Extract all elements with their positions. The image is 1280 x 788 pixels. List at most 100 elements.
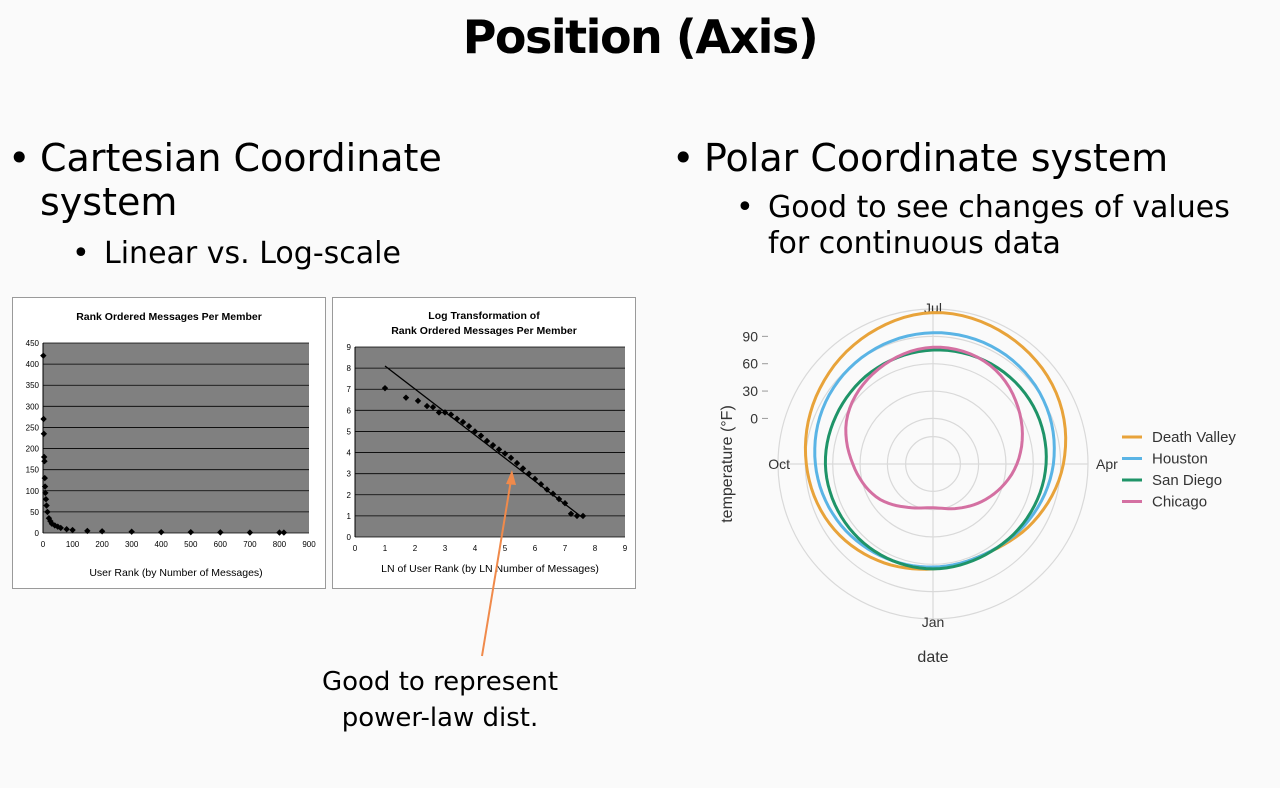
bullet-polar: Polar Coordinate system: [704, 136, 1169, 180]
data-point: [489, 441, 497, 449]
data-point: [567, 510, 575, 517]
x-tick-label: 0: [41, 540, 46, 549]
y-tick-label: 9: [347, 343, 352, 352]
data-point: [441, 409, 449, 416]
chart-linear-panel: Rank Ordered Messages Per Member 0 50 100 1…: [12, 297, 326, 589]
y-tick-label: 300: [26, 402, 40, 411]
y-tick-label: 2: [347, 491, 352, 500]
data-point: [465, 422, 473, 430]
chart-linear: Rank Ordered Messages Per Member 0 50 100 1…: [26, 311, 317, 579]
y-tick-label: 150: [26, 466, 40, 475]
angle-label: Jan: [922, 614, 945, 630]
data-point: [543, 486, 551, 493]
y-tick-label: 50: [30, 508, 39, 517]
data-point: [43, 502, 50, 509]
arrow-line: [481, 479, 512, 657]
chart-log: Log Transformation of Rank Ordered Messa…: [347, 310, 628, 575]
x-tick-label: 100: [66, 540, 80, 549]
data-point: [477, 432, 485, 439]
data-point: [537, 481, 545, 488]
x-tick-label: 5: [503, 544, 508, 553]
x-tick-label: 1: [383, 544, 388, 553]
legend-label: San Diego: [1152, 472, 1222, 489]
legend-label: Chicago: [1152, 494, 1207, 511]
data-point: [40, 352, 47, 359]
x-axis-label: User Rank (by Number of Messages): [89, 567, 262, 579]
x-tick-label: 0: [353, 544, 358, 553]
y-tick-label: 1: [347, 512, 352, 521]
data-point: [41, 483, 49, 490]
data-point: [507, 454, 515, 462]
data-point: [280, 529, 288, 536]
y-tick-label: 6: [347, 406, 352, 415]
annotation-arrow: [481, 470, 516, 657]
x-tick-label: 8: [593, 544, 598, 553]
data-point: [525, 470, 533, 477]
x-tick-label: 400: [155, 540, 169, 549]
sub-bullet-continuous: Good to see changes of values for contin…: [768, 190, 1230, 261]
x-tick-label: 500: [184, 540, 198, 549]
y-tick-label: 200: [26, 445, 40, 454]
bullet-dot: •: [672, 136, 695, 180]
series-line-death-valley: [803, 311, 1068, 571]
data-point: [69, 526, 76, 534]
x-tick-label: 300: [125, 540, 139, 549]
legend-label: Houston: [1152, 451, 1208, 468]
x-tick-label: 2: [413, 544, 418, 553]
slide-title: Position (Axis): [462, 10, 819, 64]
annotation-line1: Good to represent: [321, 667, 559, 697]
data-point: [573, 512, 581, 520]
sub-bullet-dot: •: [72, 236, 90, 271]
data-point: [459, 418, 467, 426]
x-tick-label: 7: [563, 544, 568, 553]
data-point: [246, 529, 254, 536]
data-point: [453, 415, 461, 422]
y-tick-label: 350: [26, 381, 40, 390]
radial-tick-label: 90: [742, 328, 758, 344]
data-point: [57, 524, 64, 532]
radial-tick-label: 30: [742, 383, 758, 399]
x-axis-label: date: [917, 649, 948, 666]
sub-bullet-linear-log: Linear vs. Log-scale: [104, 236, 401, 271]
data-point: [381, 384, 389, 392]
data-point: [513, 459, 521, 467]
y-tick-label: 5: [347, 427, 352, 436]
y-tick-label: 100: [26, 487, 40, 496]
legend-label: Death Valley: [1152, 429, 1236, 446]
series-line-houston: [813, 331, 1056, 569]
series-line-san-diego: [823, 348, 1048, 571]
x-tick-label: 700: [243, 540, 257, 549]
y-tick-label: 3: [347, 470, 352, 479]
x-tick-label: 4: [473, 544, 478, 553]
radial-tick-label: 60: [742, 356, 758, 372]
bullet-dot: •: [8, 136, 31, 180]
x-tick-label: 3: [443, 544, 448, 553]
data-point: [549, 490, 557, 497]
y-tick-label: 7: [347, 385, 352, 394]
bullet-cartesian: Cartesian Coordinate system: [40, 136, 442, 224]
x-tick-label: 6: [533, 544, 538, 553]
x-tick-label: 600: [214, 540, 228, 549]
data-point: [555, 495, 563, 503]
data-point: [561, 500, 569, 507]
radial-tick-label: 0: [750, 410, 758, 426]
chart-log-panel: Log Transformation of Rank Ordered Messa…: [332, 297, 636, 589]
chart-title-line2: Rank Ordered Messages Per Member: [391, 325, 577, 337]
data-point: [531, 475, 539, 483]
y-tick-label: 0: [35, 529, 40, 538]
data-point: [42, 496, 50, 503]
chart-title-line1: Log Transformation of: [428, 310, 540, 322]
y-tick-label: 8: [347, 364, 352, 373]
trend-line: [384, 365, 584, 519]
data-point: [471, 428, 479, 435]
x-axis-label: LN of User Rank (by LN Number of Message…: [381, 563, 599, 575]
angle-label: Apr: [1096, 456, 1118, 472]
annotation-text: Good to represent power-law dist.: [300, 664, 580, 736]
data-point: [429, 403, 437, 411]
data-point: [40, 453, 48, 461]
annotation-line2: power-law dist.: [341, 703, 539, 733]
x-tick-label: 900: [302, 540, 316, 549]
sub-bullet-dot: •: [736, 190, 754, 225]
data-point: [41, 458, 48, 465]
